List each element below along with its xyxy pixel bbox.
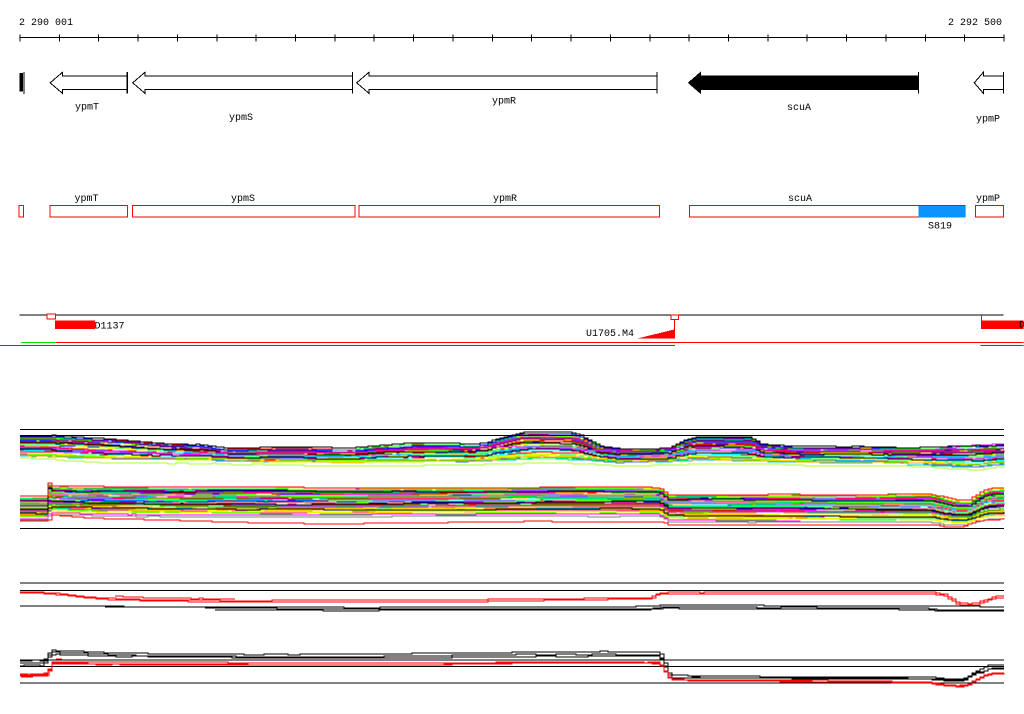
svg-text:U1705.M4: U1705.M4 [586,329,634,340]
svg-text:D1: D1 [1019,321,1024,332]
svg-text:ypmS: ypmS [229,113,253,124]
svg-text:ypmP: ypmP [976,115,1000,126]
svg-text:2 292 500: 2 292 500 [948,18,1002,29]
svg-text:ypmT: ypmT [75,103,99,114]
svg-text:2 290 001: 2 290 001 [19,18,73,29]
svg-text:ypmR: ypmR [492,97,516,108]
svg-text:S819: S819 [928,222,952,233]
svg-text:ypmS: ypmS [231,194,255,205]
svg-text:ypmP: ypmP [976,194,1000,205]
svg-text:ypmR: ypmR [493,194,517,205]
svg-text:scuA: scuA [787,103,811,114]
svg-text:ypmT: ypmT [74,194,98,205]
svg-text:D1137: D1137 [95,322,125,333]
svg-text:scuA: scuA [788,194,812,205]
